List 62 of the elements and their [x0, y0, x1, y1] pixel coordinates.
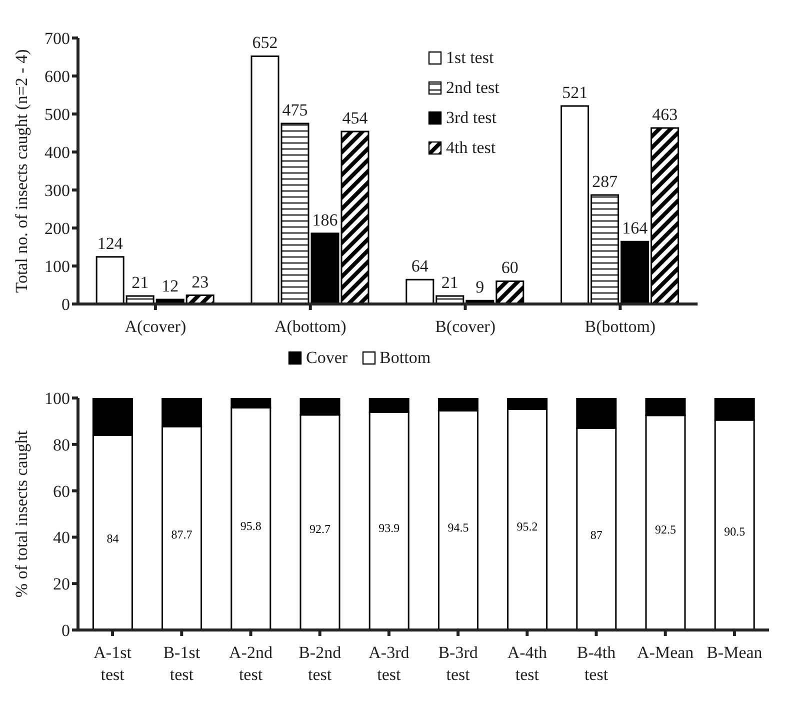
y-tick-label: 700 [44, 29, 70, 48]
y-tick-label: 300 [44, 181, 70, 200]
data-label: 652 [252, 33, 278, 52]
data-label: 60 [501, 258, 518, 278]
y-tick-label: 40 [53, 528, 70, 548]
data-label: 21 [441, 273, 458, 292]
y-tick-label: 200 [44, 219, 70, 238]
data-label: 186 [312, 210, 338, 230]
x-tick-label: B-1st test [163, 643, 200, 684]
data-label: 94.5 [448, 520, 469, 534]
data-label: 87 [590, 528, 602, 542]
data-label: 64 [411, 256, 429, 276]
data-label: 454 [342, 108, 368, 128]
data-label: 23 [192, 272, 209, 292]
data-label: 287 [592, 172, 618, 191]
x-tick-label: B-4th test [576, 643, 616, 684]
legend-label: Cover [306, 348, 348, 368]
y-tick-label: 600 [44, 67, 70, 86]
data-label: 12 [162, 276, 179, 296]
legend-label: 4th test [446, 138, 496, 158]
data-label: 95.2 [516, 520, 538, 534]
y-tick-label: 400 [44, 143, 70, 162]
x-tick-label: B-2nd test [298, 643, 342, 684]
y-axis-title: % of total insects caught [12, 430, 32, 598]
legend-label: 1st test [446, 48, 494, 68]
y-tick-label: 60 [53, 482, 70, 501]
x-tick-label: A-1st test [94, 643, 132, 684]
y-tick-label: 100 [44, 257, 70, 276]
y-tick-label: 500 [44, 105, 70, 124]
data-label: 93.9 [378, 520, 400, 535]
data-label: 21 [132, 273, 149, 292]
y-tick-label: 80 [53, 435, 70, 454]
y-axis-title: Total no. of insects caught (n=2 - 4) [12, 49, 32, 293]
x-tick-label: B(cover) [435, 317, 496, 336]
data-label: 463 [652, 105, 678, 124]
y-tick-label: 100 [44, 389, 70, 408]
y-tick-label: 20 [53, 574, 70, 594]
legend-label: 3rd test [446, 108, 497, 128]
data-label: 90.5 [724, 524, 746, 539]
x-tick-label: A-2nd test [229, 643, 273, 684]
data-label: 92.7 [310, 522, 330, 536]
x-tick-label: A(bottom) [274, 317, 346, 336]
y-tick-label: 0 [62, 621, 70, 640]
data-label: 95.8 [240, 518, 262, 533]
data-label: 9 [476, 278, 484, 297]
data-label: 164 [622, 218, 648, 238]
legend-label: Bottom [380, 348, 431, 368]
data-label: 92.5 [655, 522, 676, 536]
data-label: 84 [106, 531, 119, 546]
x-tick-label: A(cover) [124, 317, 186, 336]
x-tick-label: A-Mean [637, 643, 694, 662]
data-label: 87.7 [171, 527, 192, 542]
data-label: 475 [282, 100, 308, 120]
x-tick-label: A-3rd test [368, 643, 410, 684]
x-tick-label: A-4th test [507, 643, 548, 684]
x-tick-label: B-Mean [706, 643, 763, 662]
data-label: 124 [97, 234, 124, 253]
legend-label: 2nd test [446, 78, 500, 98]
x-tick-label: B(bottom) [584, 317, 656, 336]
y-tick-label: 0 [62, 295, 70, 314]
x-tick-label: B-3rd test [438, 643, 478, 684]
data-label: 521 [562, 83, 588, 102]
